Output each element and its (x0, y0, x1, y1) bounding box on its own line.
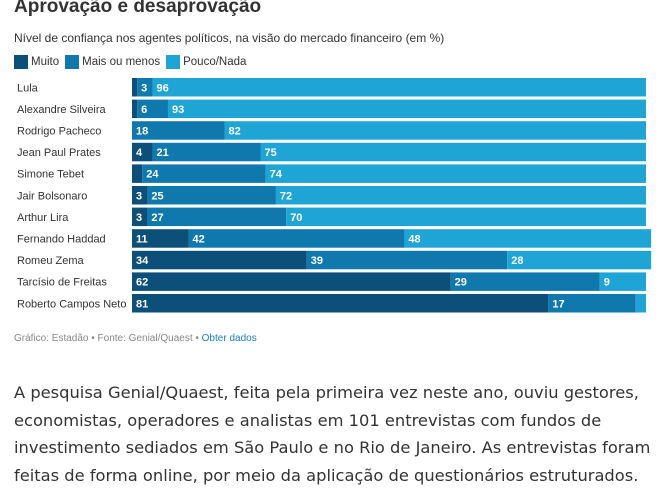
bar-rodrigo-pacheco-pouco-nada (224, 121, 646, 140)
data-label-romeu-zema-muito: 34 (136, 255, 149, 267)
chart-legend: Muito Mais ou menos Pouco/Nada (14, 55, 252, 69)
bar-arthur-lira-mais-ou-menos (147, 207, 287, 227)
data-label-lula-pouco-nada: 96 (157, 82, 169, 94)
bar-simone-tebet-pouco-nada (265, 164, 646, 183)
bar-lula-mais-ou-menos (137, 78, 153, 97)
data-label-arthur-lira-mais-ou-menos: 27 (151, 212, 163, 224)
data-label-jair-bolsonaro-pouco-nada: 72 (280, 190, 292, 202)
category-label-lula: Lula (17, 82, 39, 94)
bar-roberto-campos-neto-pouco-nada (635, 294, 646, 313)
bar-simone-tebet-muito (132, 164, 143, 183)
data-label-romeu-zema-pouco-nada: 28 (511, 255, 523, 267)
data-label-romeu-zema-mais-ou-menos: 39 (311, 255, 323, 267)
data-label-arthur-lira-muito: 3 (136, 212, 142, 224)
legend-item-muito: Muito (14, 55, 59, 69)
legend-swatch-muito (14, 55, 28, 69)
category-label-jair-bolsonaro: Jair Bolsonaro (17, 190, 87, 202)
category-label-roberto-campos-neto: Roberto Campos Neto (17, 298, 126, 310)
legend-item-pouco-nada: Pouco/Nada (166, 55, 246, 69)
bar-alexandre-silveira-mais-ou-menos (137, 99, 168, 119)
data-label-roberto-campos-neto-muito: 81 (136, 298, 148, 310)
data-label-tarcisio-de-freitas-pouco-nada: 9 (604, 277, 610, 289)
data-label-fernando-haddad-muito: 11 (136, 233, 148, 245)
data-label-jean-paul-prates-muito: 4 (136, 147, 143, 159)
chart-footer: Gráfico: Estadão • Fonte: Genial/Quaest … (14, 333, 257, 344)
category-label-rodrigo-pacheco: Rodrigo Pacheco (17, 125, 101, 137)
legend-label-muito: Muito (31, 56, 60, 68)
bar-jair-bolsonaro-mais-ou-menos (147, 186, 276, 205)
data-label-roberto-campos-neto-mais-ou-menos: 17 (552, 298, 564, 310)
category-label-simone-tebet: Simone Tebet (17, 169, 84, 181)
get-data-link[interactable]: Obter dados (201, 333, 257, 344)
data-label-alexandre-silveira-mais-ou-menos: 6 (141, 104, 147, 116)
legend-item-mais-ou-menos: Mais ou menos (65, 55, 160, 69)
data-label-jair-bolsonaro-mais-ou-menos: 25 (151, 190, 163, 202)
category-label-romeu-zema: Romeu Zema (17, 255, 85, 267)
article-paragraph: A pesquisa Genial/Quaest, feita pela pri… (14, 383, 651, 485)
bar-romeu-zema-muito (132, 250, 307, 270)
data-label-jean-paul-prates-mais-ou-menos: 21 (157, 147, 169, 159)
bar-lula-pouco-nada (152, 78, 646, 97)
bar-tarcisio-de-freitas-muito (132, 272, 451, 291)
bar-arthur-lira-pouco-nada (286, 207, 646, 227)
bar-jair-bolsonaro-pouco-nada (275, 186, 646, 205)
bar-alexandre-silveira-muito (132, 99, 138, 119)
data-label-arthur-lira-pouco-nada: 70 (290, 212, 302, 224)
bar-jean-paul-prates-pouco-nada (260, 142, 646, 162)
bar-arthur-lira-muito (132, 207, 148, 227)
category-label-jean-paul-prates: Jean Paul Prates (17, 147, 101, 159)
legend-swatch-pouco-nada (166, 55, 181, 69)
chart-subtitle: Nível de confiança nos agentes políticos… (14, 31, 445, 45)
bar-romeu-zema-mais-ou-menos (306, 250, 508, 270)
chart-title: Aprovação e desaprovação (14, 0, 262, 17)
data-label-jean-paul-prates-pouco-nada: 75 (265, 147, 277, 159)
bar-jean-paul-prates-muito (132, 142, 153, 162)
bar-roberto-campos-neto-muito (132, 294, 549, 313)
bar-jean-paul-prates-mais-ou-menos (152, 142, 261, 162)
bar-fernando-haddad-pouco-nada (404, 229, 652, 248)
data-label-simone-tebet-pouco-nada: 74 (270, 169, 283, 181)
bar-fernando-haddad-muito (132, 229, 189, 248)
data-label-rodrigo-pacheco-pouco-nada: 82 (229, 125, 241, 137)
bar-alexandre-silveira-pouco-nada (167, 99, 647, 119)
legend-label-pouco-nada: Pouco/Nada (183, 56, 247, 68)
bar-simone-tebet-mais-ou-menos (142, 164, 266, 183)
category-label-fernando-haddad: Fernando Haddad (17, 233, 106, 245)
legend-swatch-mais-ou-menos (65, 55, 80, 69)
data-label-tarcisio-de-freitas-muito: 62 (136, 277, 148, 289)
category-label-alexandre-silveira: Alexandre Silveira (17, 104, 107, 116)
bar-fernando-haddad-mais-ou-menos (188, 229, 405, 248)
bar-rodrigo-pacheco-mais-ou-menos (132, 121, 225, 140)
category-label-arthur-lira: Arthur Lira (17, 212, 69, 224)
bar-tarcisio-de-freitas-pouco-nada (599, 272, 646, 291)
data-label-jair-bolsonaro-muito: 3 (136, 190, 142, 202)
bar-jair-bolsonaro-muito (132, 186, 148, 205)
bar-tarcisio-de-freitas-mais-ou-menos (450, 272, 600, 291)
data-label-tarcisio-de-freitas-mais-ou-menos: 29 (455, 277, 467, 289)
legend-label-mais-ou-menos: Mais ou menos (82, 56, 161, 68)
data-label-fernando-haddad-mais-ou-menos: 42 (193, 233, 205, 245)
bar-roberto-campos-neto-mais-ou-menos (548, 294, 636, 313)
data-label-rodrigo-pacheco-mais-ou-menos: 18 (136, 125, 148, 137)
data-label-fernando-haddad-pouco-nada: 48 (408, 233, 420, 245)
bar-lula-muito (132, 78, 138, 97)
data-label-alexandre-silveira-pouco-nada: 93 (172, 104, 184, 116)
data-label-lula-mais-ou-menos: 3 (141, 82, 147, 94)
chart-source: Gráfico: Estadão • Fonte: Genial/Quaest … (14, 333, 202, 344)
category-label-tarcisio-de-freitas: Tarcísio de Freitas (17, 277, 107, 289)
data-label-simone-tebet-mais-ou-menos: 24 (146, 169, 159, 181)
bar-romeu-zema-pouco-nada (507, 250, 652, 270)
